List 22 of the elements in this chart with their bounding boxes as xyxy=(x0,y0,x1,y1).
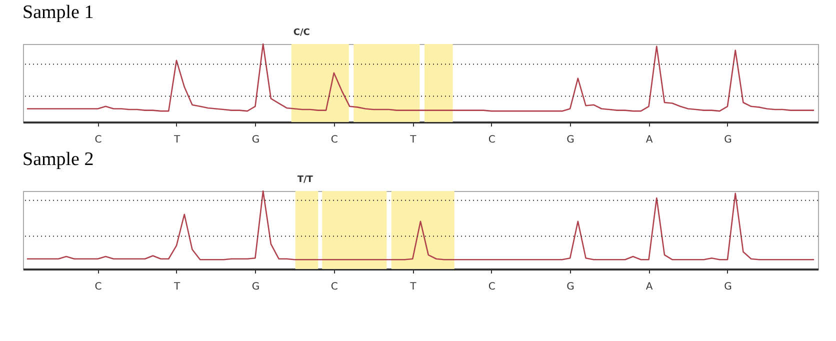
text: C/C xyxy=(293,28,310,38)
x-tick-label: A xyxy=(646,134,653,146)
x-tick-label: C xyxy=(330,134,338,146)
x-tick-label: G xyxy=(724,134,732,146)
x-tick-label: G xyxy=(566,134,574,146)
x-tick-label: C xyxy=(488,282,496,292)
x-tick-label: T xyxy=(409,134,418,146)
chart-title: Sample 2 xyxy=(22,149,94,170)
x-tick-label: T xyxy=(172,282,181,292)
x-tick-label: G xyxy=(252,134,260,146)
x-tick-label: G xyxy=(724,282,732,292)
x-tick-label: G xyxy=(566,282,574,292)
text: T/T xyxy=(297,175,314,185)
x-tick-label: C xyxy=(94,282,102,292)
x-tick-label: T xyxy=(409,282,418,292)
x-tick-label: C xyxy=(94,134,102,146)
x-tick-label: A xyxy=(646,282,653,292)
x-tick-label: C xyxy=(488,134,496,146)
x-tick-label: G xyxy=(252,282,260,292)
x-tick-label: T xyxy=(172,134,181,146)
chart-title: Sample 1 xyxy=(22,2,94,23)
x-tick-label: C xyxy=(330,282,338,292)
